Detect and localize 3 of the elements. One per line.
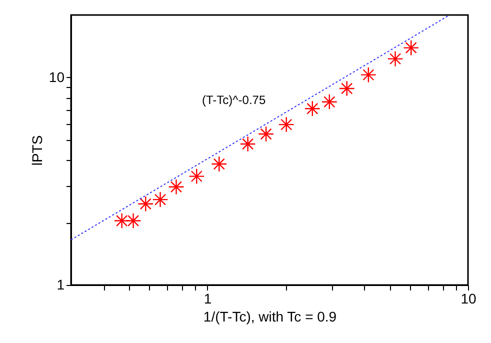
x-axis-title: 1/(T-Tc), with Tc = 0.9 — [203, 308, 337, 324]
annotation: (T-Tc)^-0.75 — [202, 93, 266, 107]
y-axis-title: lPTS — [28, 135, 45, 166]
